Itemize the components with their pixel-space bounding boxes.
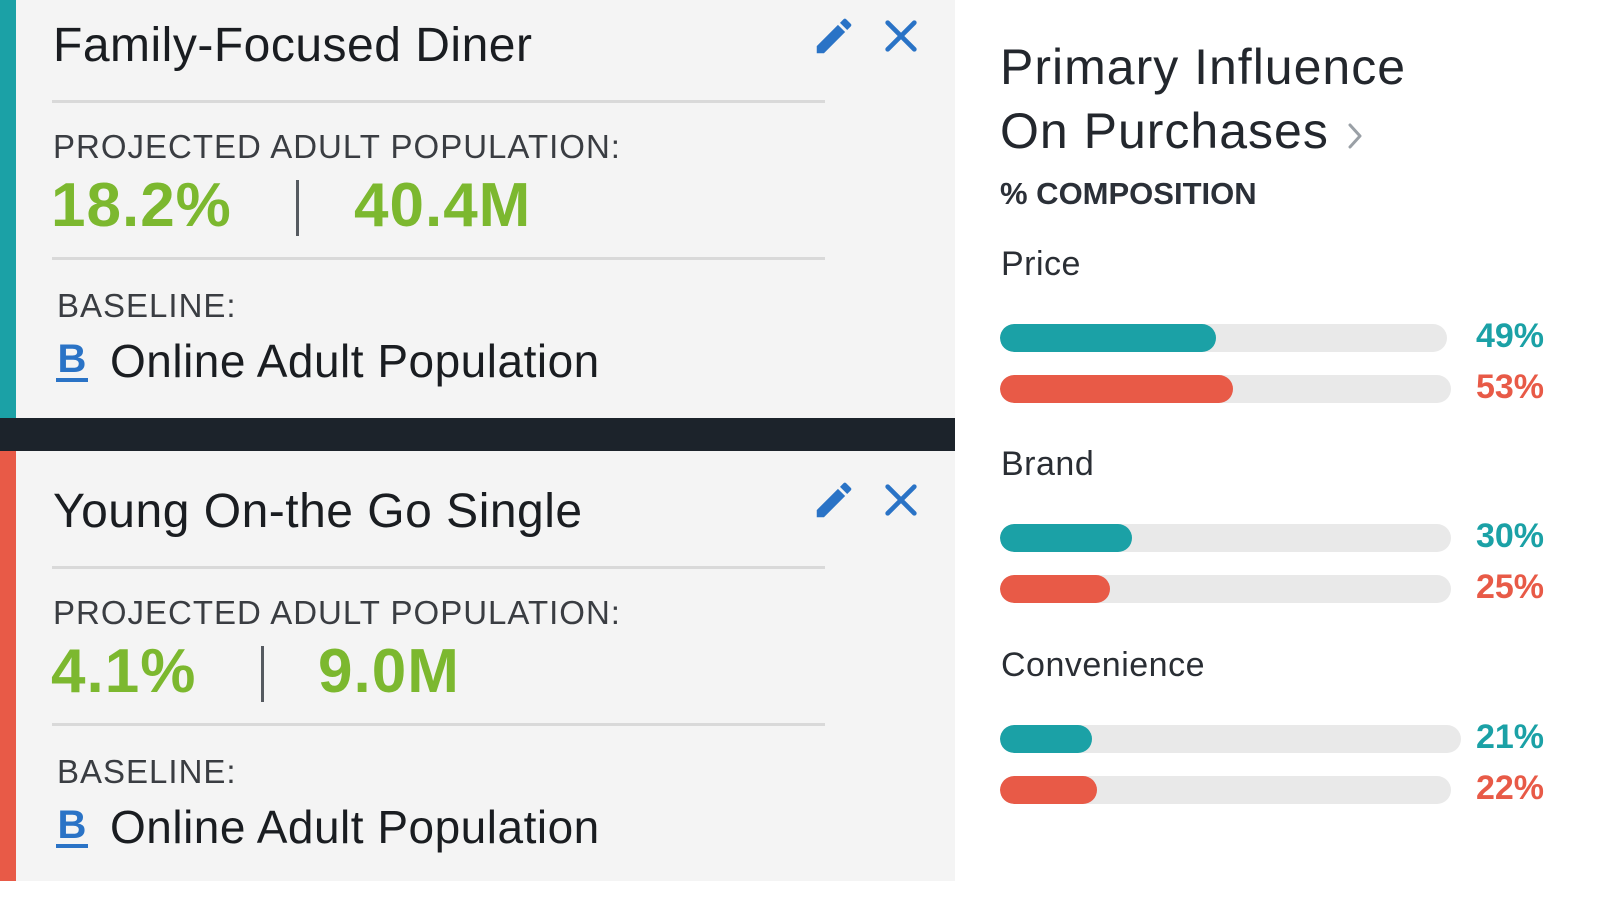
panel-title[interactable]: Primary Influence On Purchases (1000, 35, 1406, 163)
projected-population-label: PROJECTED ADULT POPULATION: (53, 594, 621, 631)
title-divider (52, 100, 825, 103)
edit-segment-button[interactable] (808, 474, 860, 526)
title-divider (52, 566, 825, 569)
bar-price-series-1 (1000, 324, 1216, 352)
metric-label-price: Price (1001, 245, 1081, 283)
bar-brand-series-2 (1000, 575, 1110, 603)
baseline-name: Online Adult Population (110, 335, 600, 387)
value-separator (261, 646, 264, 702)
baseline-row[interactable]: B Online Adult Population (56, 334, 600, 388)
projected-percent: 18.2% (51, 171, 232, 240)
baseline-name: Online Adult Population (110, 801, 600, 853)
segment-title: Family-Focused Diner (53, 19, 533, 72)
bar-track (1000, 375, 1451, 403)
projected-count: 40.4M (354, 171, 532, 240)
close-icon (885, 484, 917, 516)
bar-value-label: 22% (1475, 769, 1544, 807)
segment-accent-stripe (0, 451, 16, 881)
baseline-label: BASELINE: (57, 287, 237, 324)
remove-segment-button[interactable] (875, 10, 927, 62)
projected-population-label: PROJECTED ADULT POPULATION: (53, 128, 621, 165)
segment-card-family-focused-diner: Family-Focused Diner PROJECTED ADULT POP… (0, 0, 955, 418)
baseline-b-icon: B (56, 337, 88, 382)
bar-track (1000, 725, 1461, 753)
bar-convenience-series-1 (1000, 725, 1092, 753)
bar-value-label: 53% (1475, 368, 1544, 406)
close-icon (885, 20, 917, 52)
chevron-right-icon (1348, 123, 1362, 149)
remove-segment-button[interactable] (875, 474, 927, 526)
metric-label-convenience: Convenience (1001, 646, 1205, 684)
segment-card-young-on-the-go-single: Young On-the Go Single PROJECTED ADULT P… (0, 451, 955, 881)
projected-count: 9.0M (318, 637, 460, 706)
segment-accent-stripe (0, 0, 16, 418)
value-separator (296, 180, 299, 236)
bar-value-label: 49% (1475, 317, 1544, 355)
baseline-b-icon: B (56, 803, 88, 848)
edit-segment-button[interactable] (808, 10, 860, 62)
baseline-row[interactable]: B Online Adult Population (56, 800, 600, 854)
bar-price-series-2 (1000, 375, 1233, 403)
panel-subtitle: % COMPOSITION (1000, 176, 1257, 211)
bar-value-label: 30% (1475, 517, 1544, 555)
bar-convenience-series-2 (1000, 776, 1097, 804)
bar-track (1000, 776, 1451, 804)
section-divider (52, 723, 825, 726)
bar-brand-series-1 (1000, 524, 1132, 552)
bar-track (1000, 575, 1451, 603)
metric-label-brand: Brand (1001, 445, 1095, 483)
pencil-icon (816, 18, 852, 54)
bar-track (1000, 324, 1447, 352)
panel-title-line-1: Primary Influence (1000, 39, 1407, 95)
bar-value-label: 25% (1475, 568, 1544, 606)
projected-percent: 4.1% (51, 637, 197, 706)
pencil-icon (816, 482, 852, 518)
section-divider (52, 257, 825, 260)
bar-value-label: 21% (1475, 718, 1544, 756)
panel-title-line-2: On Purchases (1000, 103, 1329, 159)
card-separator-band (0, 418, 955, 451)
bar-track (1000, 524, 1451, 552)
baseline-label: BASELINE: (57, 753, 237, 790)
segment-title: Young On-the Go Single (53, 485, 583, 538)
